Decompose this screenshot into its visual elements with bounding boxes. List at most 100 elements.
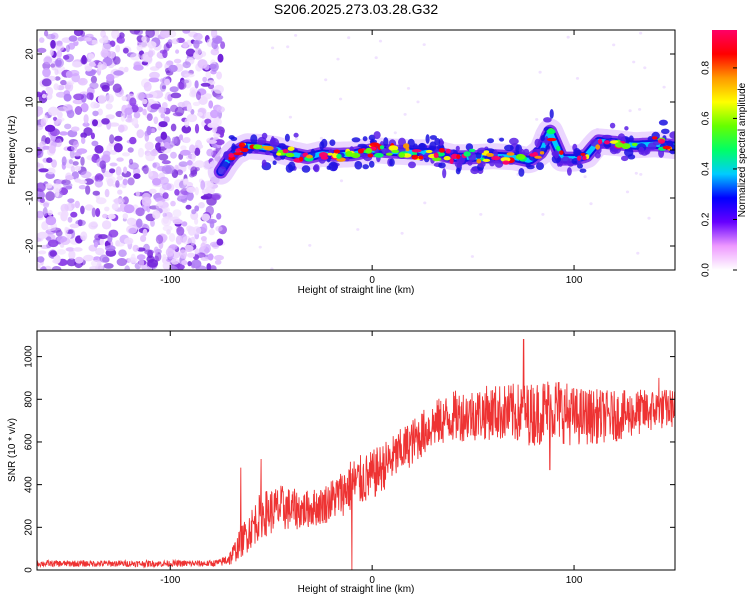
- ridge-peak: [486, 152, 494, 157]
- noise-blob: [141, 98, 148, 105]
- noise-blob: [89, 82, 99, 90]
- noise-blob: [184, 73, 195, 78]
- noise-blob: [77, 219, 83, 227]
- noise-blob: [180, 149, 191, 156]
- noise-blob: [54, 68, 59, 76]
- noise-blob: [164, 142, 170, 149]
- y-tick-label: 400: [24, 476, 35, 493]
- ridge-peak: [253, 144, 262, 150]
- noise-blob: [66, 247, 74, 252]
- noise-blob: [127, 177, 135, 186]
- noise-blob: [37, 106, 44, 116]
- noise-blob: [115, 44, 121, 53]
- noise-blob: [182, 178, 188, 186]
- noise-blob: [133, 111, 141, 119]
- noise-blob: [198, 144, 204, 149]
- noise-blob: [94, 145, 104, 154]
- noise-blob: [206, 180, 214, 189]
- noise-dot: [294, 137, 299, 141]
- noise-blob: [52, 116, 58, 121]
- noise-blob: [86, 92, 94, 100]
- noise-blob: [201, 213, 211, 222]
- noise-blob: [70, 144, 78, 152]
- ridge-blob: [545, 145, 551, 150]
- noise-blob: [99, 160, 107, 169]
- noise-blob: [123, 47, 129, 54]
- ridge-peak: [388, 145, 399, 151]
- noise-blob: [196, 91, 201, 101]
- ridge-blob: [429, 135, 437, 140]
- snr-ylabel: SNR (10 * v/v): [7, 418, 18, 482]
- noise-blob: [67, 216, 73, 223]
- noise-blob: [159, 176, 169, 185]
- noise-blob: [46, 157, 53, 163]
- noise-blob: [172, 112, 184, 117]
- noise-blob: [43, 202, 50, 208]
- ridge-peak: [546, 129, 556, 135]
- noise-blob: [100, 49, 109, 58]
- noise-blob: [69, 223, 80, 229]
- ridge-blob: [551, 154, 561, 164]
- noise-blob: [107, 51, 116, 59]
- noise-blob: [178, 161, 188, 167]
- noise-blob: [37, 262, 41, 269]
- ridge-peak: [374, 152, 384, 158]
- noise-blob: [97, 94, 107, 105]
- noise-blob: [41, 221, 49, 231]
- noise-blob: [204, 118, 212, 125]
- noise-blob: [102, 150, 111, 157]
- ridge-blob: [319, 141, 325, 150]
- noise-blob: [182, 30, 191, 34]
- noise-dot: [378, 39, 383, 43]
- noise-blob: [149, 71, 160, 79]
- x-tick-label: 0: [369, 275, 375, 286]
- noise-blob: [142, 228, 148, 237]
- noise-blob: [164, 78, 171, 86]
- noise-blob: [175, 49, 180, 54]
- ridge-blob: [368, 160, 375, 168]
- noise-blob: [174, 189, 180, 196]
- snr-series-line: [37, 339, 675, 570]
- noise-blob: [88, 61, 97, 67]
- noise-blob: [170, 123, 177, 132]
- ridge-peak: [403, 143, 410, 149]
- noise-blob: [99, 37, 109, 44]
- noise-blob: [213, 84, 224, 94]
- noise-blob: [55, 118, 63, 124]
- noise-blob: [109, 162, 118, 167]
- noise-dot: [406, 87, 411, 90]
- noise-blob: [116, 175, 124, 181]
- noise-blob: [72, 161, 79, 166]
- noise-blob: [210, 30, 218, 39]
- noise-blob: [155, 234, 164, 244]
- noise-blob: [194, 147, 201, 156]
- noise-blob: [131, 105, 139, 113]
- noise-blob: [155, 197, 166, 203]
- noise-blob: [38, 37, 45, 43]
- noise-blob: [90, 75, 97, 84]
- noise-blob: [95, 208, 101, 217]
- noise-dot: [636, 251, 640, 255]
- noise-blob: [205, 205, 214, 216]
- noise-blob: [193, 32, 203, 41]
- noise-blob: [185, 48, 196, 57]
- ridge-peak: [438, 148, 445, 153]
- noise-dot: [612, 43, 616, 47]
- ridge-blob: [534, 138, 541, 147]
- noise-blob: [42, 145, 51, 150]
- noise-blob: [146, 125, 152, 136]
- colorbar-tick-label: 0.8: [701, 61, 712, 75]
- noise-blob: [158, 106, 165, 114]
- noise-blob: [162, 192, 169, 200]
- ridge-blob: [312, 165, 319, 172]
- noise-blob: [56, 50, 63, 58]
- ridge-peak: [369, 142, 380, 147]
- noise-blob: [67, 198, 75, 203]
- ridge-blob: [442, 168, 447, 179]
- ridge-blob: [549, 109, 554, 119]
- ridge-blob: [351, 137, 361, 143]
- noise-dot: [270, 267, 274, 270]
- noise-blob: [116, 258, 128, 266]
- ridge-blob: [329, 139, 336, 146]
